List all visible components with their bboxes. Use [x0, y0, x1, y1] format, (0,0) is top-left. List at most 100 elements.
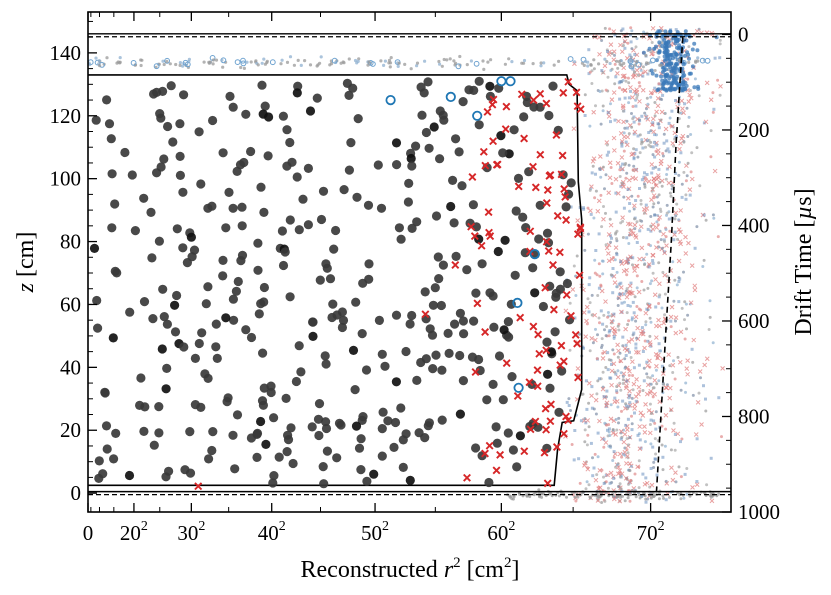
background-point	[589, 184, 594, 189]
background-point	[669, 82, 674, 87]
event-point	[91, 115, 101, 125]
background-point	[640, 331, 646, 337]
background-point	[602, 395, 606, 399]
event-point	[407, 161, 417, 171]
background-point	[635, 325, 640, 331]
background-point	[657, 302, 661, 305]
event-point	[293, 81, 303, 91]
background-point	[638, 410, 644, 416]
background-point	[627, 319, 631, 323]
background-point	[608, 376, 612, 380]
background-point	[674, 99, 677, 102]
background-point	[638, 133, 642, 137]
background-point	[657, 497, 661, 501]
background-point	[625, 287, 629, 291]
background-point	[627, 404, 631, 408]
background-point	[615, 385, 619, 388]
background-point	[182, 59, 189, 66]
background-point	[602, 437, 606, 441]
background-point	[687, 56, 691, 61]
background-point	[670, 39, 674, 43]
outside-event-cross	[552, 443, 561, 451]
background-point	[609, 403, 613, 407]
background-point	[672, 421, 676, 425]
event-point	[287, 157, 297, 167]
outside-event-cross	[555, 248, 564, 257]
background-point	[591, 156, 597, 161]
event-point	[104, 119, 115, 129]
background-point	[624, 259, 630, 265]
background-point	[610, 430, 616, 436]
background-point	[691, 337, 697, 343]
background-point	[606, 75, 610, 79]
background-point	[603, 299, 608, 304]
event-point	[237, 221, 247, 231]
event-point	[172, 290, 182, 301]
background-point	[665, 81, 670, 86]
background-point	[614, 398, 620, 404]
event-point	[139, 426, 149, 436]
background-point	[645, 360, 649, 364]
background-point	[638, 151, 642, 155]
event-point	[545, 383, 555, 393]
event-point	[203, 203, 213, 213]
background-point	[637, 486, 641, 490]
background-point	[618, 360, 622, 364]
event-point	[550, 327, 560, 337]
outside-event-cross	[477, 241, 486, 250]
outside-event-cross	[545, 171, 554, 180]
background-point	[624, 427, 630, 433]
background-point	[654, 58, 659, 63]
background-point	[620, 215, 626, 221]
outside-event-cross	[484, 208, 493, 217]
background-point	[667, 164, 672, 170]
event-point	[320, 351, 330, 361]
event-point	[164, 466, 174, 476]
background-point	[636, 194, 640, 198]
event-point	[157, 344, 167, 354]
background-point	[469, 59, 473, 63]
background-point	[689, 176, 695, 182]
background-point	[415, 61, 420, 65]
background-point	[660, 70, 665, 74]
background-point	[634, 342, 638, 346]
background-point	[691, 360, 695, 364]
event-point	[434, 274, 444, 284]
event-point	[179, 342, 189, 352]
y-tick-label: 60	[60, 292, 81, 316]
background-point	[601, 322, 605, 326]
background-point	[657, 55, 661, 59]
event-point	[428, 364, 438, 374]
background-point	[633, 295, 637, 299]
event-point	[241, 109, 251, 119]
background-point	[600, 69, 604, 72]
background-point	[686, 135, 690, 138]
event-point	[285, 137, 295, 148]
event-point	[498, 148, 508, 158]
background-point	[634, 495, 638, 499]
event-point	[278, 260, 289, 271]
background-point	[609, 102, 612, 106]
background-point	[660, 44, 665, 48]
background-point	[630, 194, 634, 198]
background-point	[582, 460, 588, 466]
background-point	[677, 276, 681, 280]
background-point	[655, 356, 659, 360]
background-point	[602, 482, 606, 485]
background-point	[688, 494, 692, 498]
background-point	[592, 216, 596, 220]
background-point	[632, 311, 636, 315]
event-point	[147, 253, 157, 263]
background-point	[263, 62, 267, 66]
background-point	[654, 183, 659, 188]
background-point	[695, 437, 699, 441]
event-point	[353, 114, 363, 124]
background-point	[588, 349, 592, 353]
background-point	[634, 45, 638, 49]
event-point	[331, 225, 341, 236]
background-point	[688, 95, 694, 101]
background-point	[707, 328, 711, 331]
background-point	[600, 337, 604, 341]
background-point	[662, 336, 666, 340]
background-point	[695, 48, 700, 53]
